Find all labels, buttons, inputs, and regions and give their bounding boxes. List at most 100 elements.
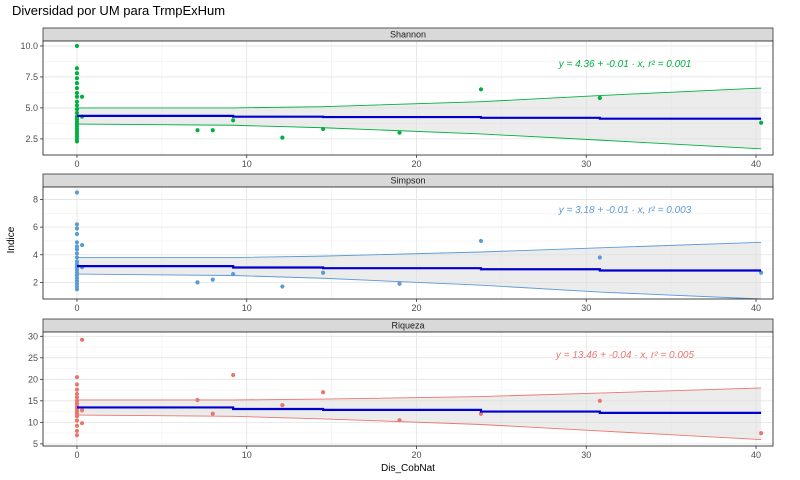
data-point xyxy=(231,372,236,378)
data-point xyxy=(74,251,80,256)
data-point xyxy=(478,238,484,244)
y-tick-label: 20 xyxy=(28,374,38,384)
y-tick-label: 10.0 xyxy=(20,41,38,51)
x-tick-label: 0 xyxy=(74,450,79,460)
data-point xyxy=(79,421,85,426)
data-point xyxy=(74,139,80,144)
x-tick-label: 30 xyxy=(581,303,591,313)
data-point xyxy=(210,277,215,282)
x-tick-label: 20 xyxy=(411,450,421,460)
data-point xyxy=(759,430,764,436)
facet-panel-simpson: Simpson y = 3.18 + -0.01 · x, r² = 0.003 2… xyxy=(33,173,774,313)
data-point xyxy=(195,397,200,403)
x-tick-label: 40 xyxy=(751,159,761,169)
data-point xyxy=(478,87,484,92)
data-point xyxy=(597,255,602,260)
data-point xyxy=(759,120,764,125)
facet-strip-label: Simpson xyxy=(390,176,425,186)
data-point xyxy=(74,231,80,237)
data-point xyxy=(74,382,80,387)
panel-border xyxy=(42,331,774,447)
y-axis-title: Indice xyxy=(6,226,17,253)
x-tick-label: 10 xyxy=(242,303,252,313)
data-point xyxy=(231,118,236,123)
y-tick-label: 6 xyxy=(33,222,38,232)
data-point xyxy=(478,411,484,416)
y-tick-label: 8 xyxy=(33,194,38,204)
data-point xyxy=(74,395,80,400)
data-point xyxy=(74,226,80,231)
data-point xyxy=(74,398,80,403)
x-tick-label: 20 xyxy=(411,303,421,313)
data-point xyxy=(210,411,215,416)
data-point xyxy=(74,387,80,392)
x-tick-label: 0 xyxy=(74,159,79,169)
data-point xyxy=(74,433,80,438)
data-point xyxy=(74,85,80,91)
regression-equation: y = 3.18 + -0.01 · x, r² = 0.003 xyxy=(558,205,692,216)
x-axis-title: Dis_CobNat xyxy=(381,463,435,474)
data-point xyxy=(74,255,80,260)
regression-line xyxy=(76,406,762,414)
x-tick-label: 10 xyxy=(242,450,252,460)
x-tick-label: 0 xyxy=(74,303,79,313)
data-point xyxy=(74,66,80,71)
facet-panel-shannon: Shannon y = 4.36 + -0.01 · x, r² = 0.001 2… xyxy=(20,27,774,169)
regression-line xyxy=(76,264,762,272)
data-point xyxy=(280,135,285,140)
x-tick-label: 40 xyxy=(751,303,761,313)
data-point xyxy=(759,270,764,275)
data-point xyxy=(321,270,326,275)
data-point xyxy=(74,391,80,397)
x-tick-label: 20 xyxy=(411,159,421,169)
y-tick-label: 30 xyxy=(28,331,38,341)
ci-lower-line xyxy=(76,414,762,440)
data-point xyxy=(74,375,80,380)
data-point xyxy=(74,71,80,76)
data-point xyxy=(74,103,80,108)
data-point xyxy=(74,247,80,252)
panel-border xyxy=(42,186,774,300)
data-point xyxy=(74,418,80,423)
ci-upper-line xyxy=(76,241,762,258)
data-point xyxy=(74,110,80,115)
y-tick-label: 5 xyxy=(33,439,38,449)
data-point xyxy=(79,408,85,413)
data-point xyxy=(74,428,80,434)
data-point xyxy=(397,130,402,135)
data-point xyxy=(74,94,80,99)
data-point xyxy=(195,128,200,133)
regression-line xyxy=(76,114,762,120)
ci-lower-line xyxy=(76,273,762,300)
data-point xyxy=(74,43,80,49)
data-point xyxy=(74,99,80,104)
facet-strip-label: Riqueza xyxy=(391,321,424,331)
data-point xyxy=(321,390,326,395)
facet-panel-riqueza: Riqueza y = 13.46 + -0.04 · x, r² = 0.005… xyxy=(28,318,774,460)
data-point xyxy=(79,337,85,342)
x-tick-label: 40 xyxy=(751,450,761,460)
data-point xyxy=(210,128,215,133)
data-point xyxy=(397,418,402,423)
data-point xyxy=(280,284,285,289)
data-point xyxy=(397,281,402,286)
x-tick-label: 30 xyxy=(581,450,591,460)
data-point xyxy=(74,423,80,428)
chart-title: Diversidad por UM para TrmpExHum xyxy=(12,3,226,18)
data-point xyxy=(321,126,326,132)
confidence-band xyxy=(76,242,762,299)
x-tick-label: 30 xyxy=(581,159,591,169)
data-point xyxy=(74,414,80,419)
facet-strip-label: Shannon xyxy=(390,30,426,40)
ci-upper-line xyxy=(76,87,762,109)
data-point xyxy=(195,280,200,285)
x-tick-label: 10 xyxy=(242,159,252,169)
data-point xyxy=(74,90,80,96)
data-point xyxy=(74,190,80,195)
ci-lower-line xyxy=(76,123,762,150)
data-point xyxy=(280,403,285,408)
data-point xyxy=(79,94,85,99)
data-point xyxy=(74,76,80,81)
y-tick-label: 15 xyxy=(28,396,38,406)
